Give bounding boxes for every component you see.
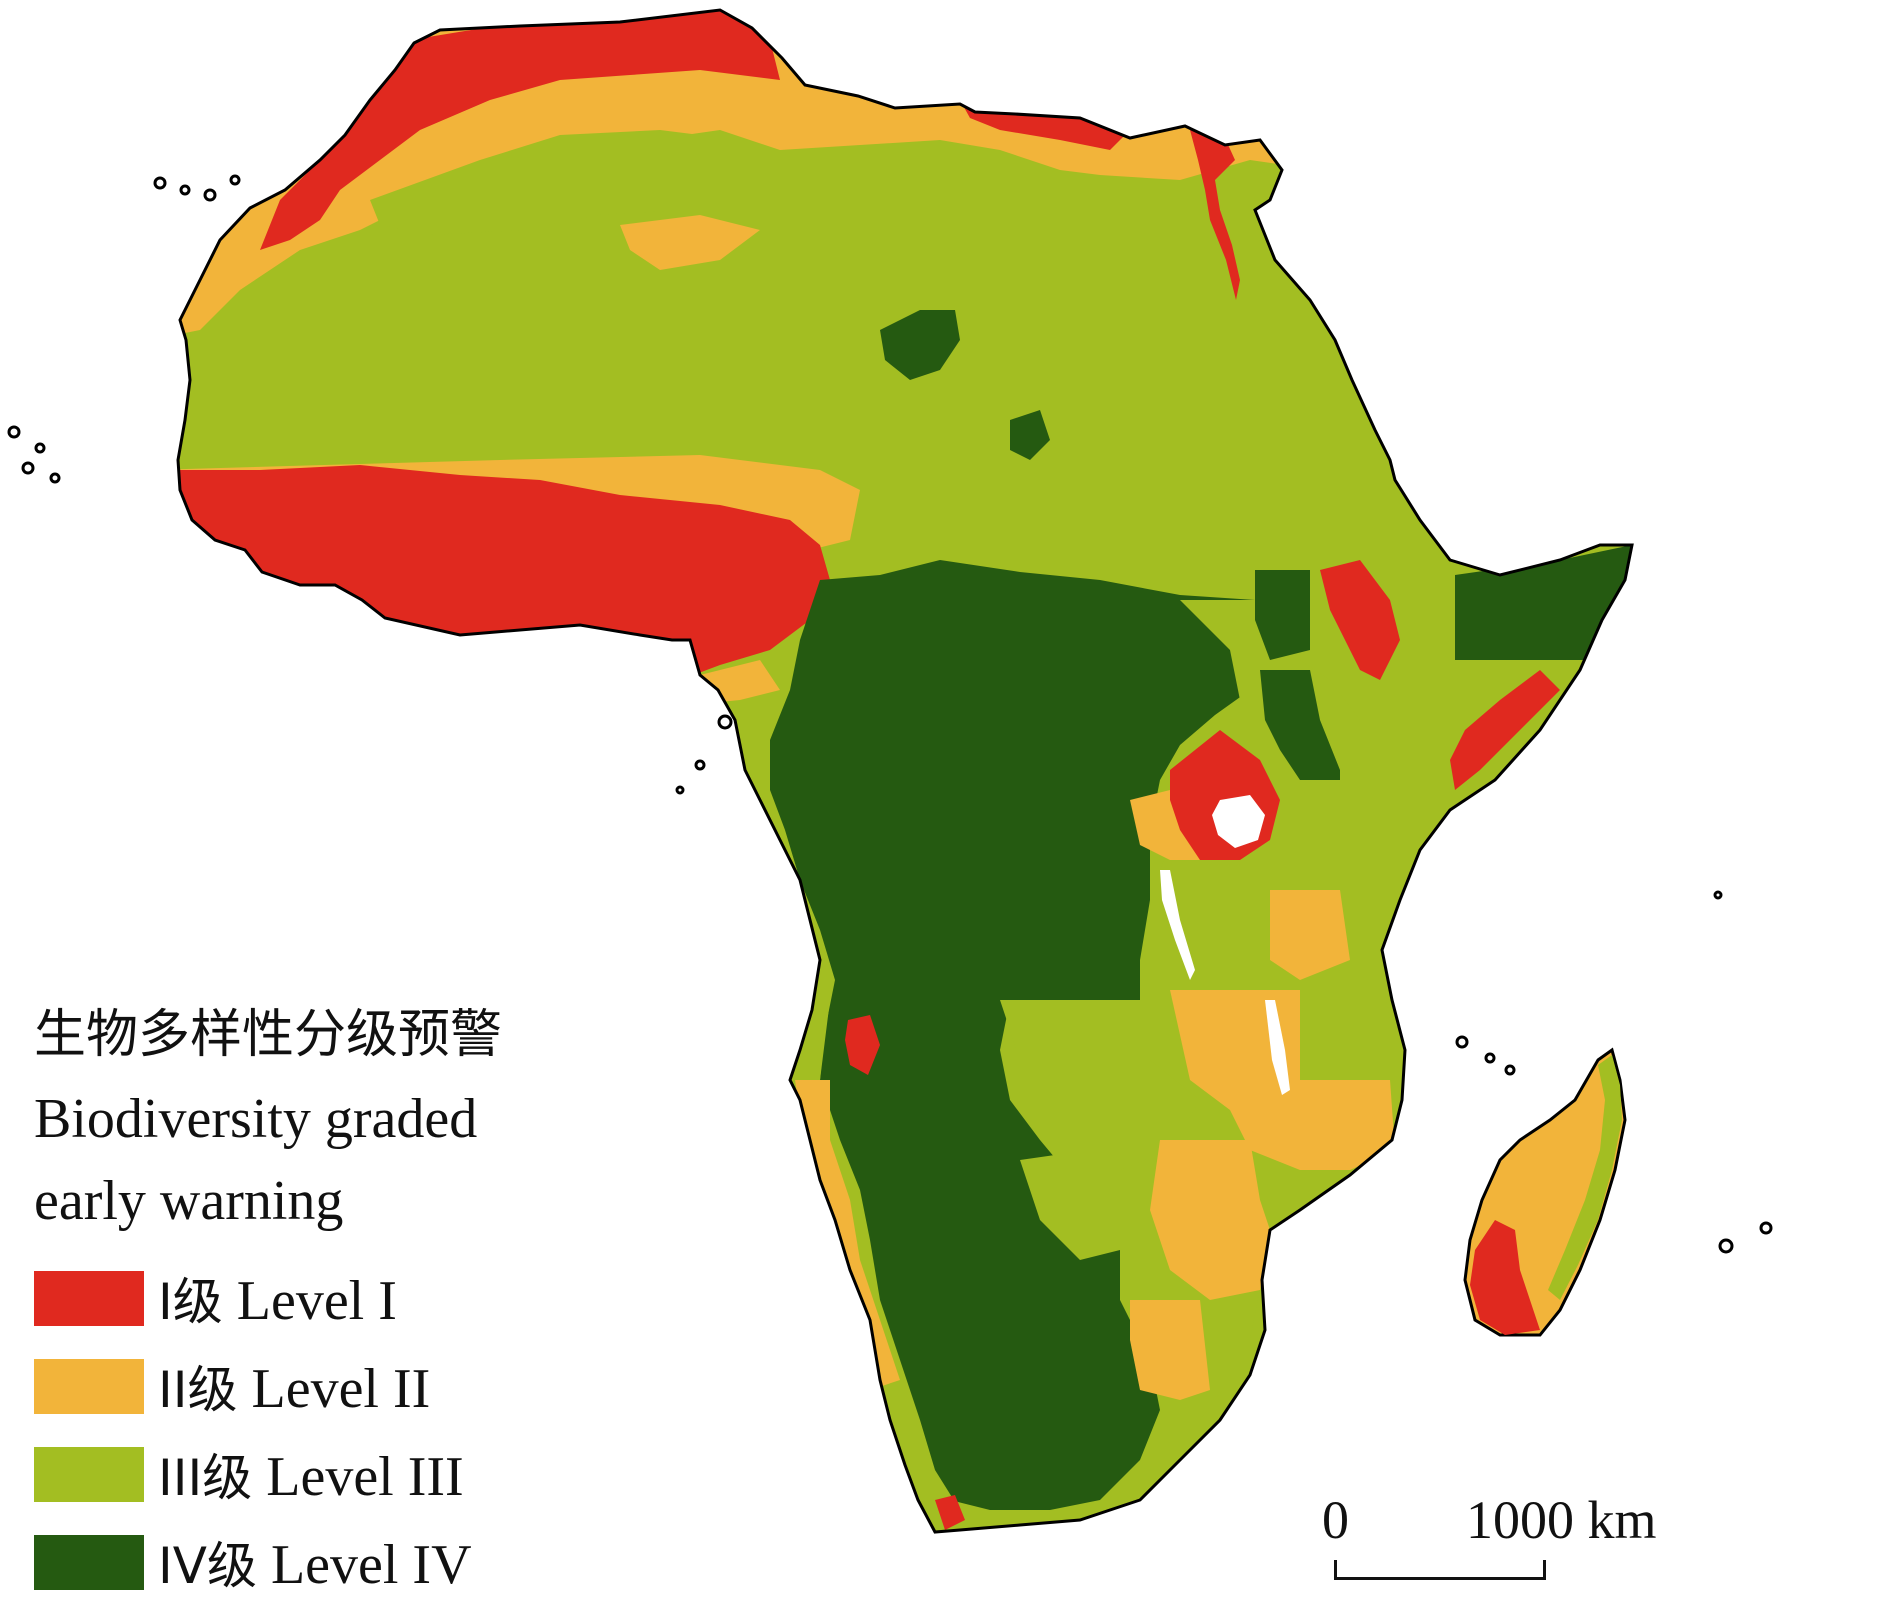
legend-label-level-i: I级 Level I — [158, 1262, 397, 1334]
region-level-i-maghreb — [260, 10, 780, 250]
legend-label-level-iii-en: Level III — [266, 1446, 464, 1508]
lake-tanganyika — [1160, 870, 1195, 980]
island-canary-2 — [179, 184, 191, 196]
region-level-ii-zimbabwe — [1130, 1300, 1210, 1400]
island-comoros-1 — [1455, 1035, 1469, 1049]
region-level-ii-sahara-tongue — [620, 215, 760, 270]
island-cape-verde-1 — [7, 425, 21, 439]
region-level-i-west-africa — [178, 465, 830, 690]
region-level-iii-kalahari — [1020, 1150, 1130, 1260]
region-level-iv-kenya — [1260, 670, 1340, 780]
legend-swatch-level-i — [34, 1270, 144, 1326]
region-level-iv-ennedi — [1010, 410, 1050, 460]
legend-item-level-iii: III级 Level III — [34, 1430, 502, 1518]
region-level-iv-ethiopia — [1255, 570, 1310, 660]
island-annobon — [675, 785, 685, 795]
region-level-iii-sahara-core — [370, 130, 780, 235]
legend-swatch-level-iii — [34, 1446, 144, 1502]
region-level-i-nile — [1190, 130, 1240, 300]
legend-item-level-ii: II级 Level II — [34, 1342, 502, 1430]
island-cape-verde-3 — [21, 461, 35, 475]
region-level-i-angola — [845, 1015, 880, 1075]
islands — [7, 174, 1773, 1254]
island-bioko — [717, 714, 733, 730]
madagascar — [1463, 1047, 1627, 1337]
island-cape-verde-4 — [49, 472, 61, 484]
island-sao-tome — [694, 759, 706, 771]
legend-title: 生物多样性分级预警 Biodiversity graded early warn… — [34, 992, 502, 1242]
island-canary-4 — [229, 174, 241, 186]
region-level-i-somali-coast — [1450, 670, 1560, 790]
legend-label-level-iii: III级 Level III — [158, 1438, 464, 1510]
madagascar-level-iii-east — [1548, 1055, 1622, 1300]
region-level-iii-angola — [1000, 1000, 1200, 1170]
island-mauritius — [1759, 1221, 1773, 1235]
island-cape-verde-2 — [34, 442, 46, 454]
legend-list: I级 Level I II级 Level II III级 Level III I… — [34, 1254, 502, 1606]
legend-label-level-ii-en: Level II — [251, 1358, 431, 1420]
region-level-ii-kenya-blocks — [1270, 890, 1350, 980]
legend-label-level-i-zh: I级 — [158, 1273, 223, 1331]
region-level-ii-mozambique — [1150, 1140, 1270, 1300]
legend-label-level-iv: IV级 Level IV — [158, 1526, 472, 1598]
legend-title-zh: 生物多样性分级预警 — [34, 1005, 503, 1065]
scale-bar-end-label: 1000 km — [1466, 1490, 1657, 1550]
region-level-i-cape — [935, 1495, 965, 1530]
legend-label-level-iv-en: Level IV — [270, 1534, 472, 1596]
legend: 生物多样性分级预警 Biodiversity graded early warn… — [34, 992, 502, 1606]
region-level-ii-angola-coast — [795, 1080, 900, 1390]
legend-label-level-ii-zh: II级 — [158, 1361, 238, 1419]
island-canary-1 — [153, 176, 167, 190]
legend-item-level-iv: IV级 Level IV — [34, 1518, 502, 1606]
legend-label-level-iii-zh: III级 — [158, 1449, 253, 1507]
scale-bar-line — [1334, 1560, 1546, 1580]
legend-swatch-level-ii — [34, 1358, 144, 1414]
region-level-iv-somalia — [1455, 545, 1632, 660]
legend-label-level-ii: II级 Level II — [158, 1350, 430, 1422]
scale-bar-start-label: 0 — [1322, 1490, 1349, 1550]
island-seychelles — [1713, 890, 1723, 900]
legend-swatch-level-iv — [34, 1534, 144, 1590]
legend-label-level-iv-zh: IV级 — [158, 1537, 257, 1595]
lake-malawi — [1265, 1000, 1290, 1095]
region-level-i-ethiopia — [1320, 560, 1400, 680]
island-comoros-2 — [1484, 1052, 1496, 1064]
island-canary-3 — [203, 188, 217, 202]
legend-item-level-i: I级 Level I — [34, 1254, 502, 1342]
lake-victoria — [1212, 795, 1265, 848]
scale-bar: 0 1000 km — [1316, 1490, 1736, 1582]
region-level-iv-tibesti — [880, 310, 960, 380]
legend-title-en-line1: Biodiversity graded — [34, 1088, 478, 1150]
madagascar-level-i-southwest — [1470, 1220, 1540, 1335]
legend-title-en-line2: early warning — [34, 1170, 344, 1232]
island-comoros-3 — [1504, 1064, 1516, 1076]
legend-label-level-i-en: Level I — [236, 1270, 397, 1332]
island-reunion — [1718, 1238, 1734, 1254]
